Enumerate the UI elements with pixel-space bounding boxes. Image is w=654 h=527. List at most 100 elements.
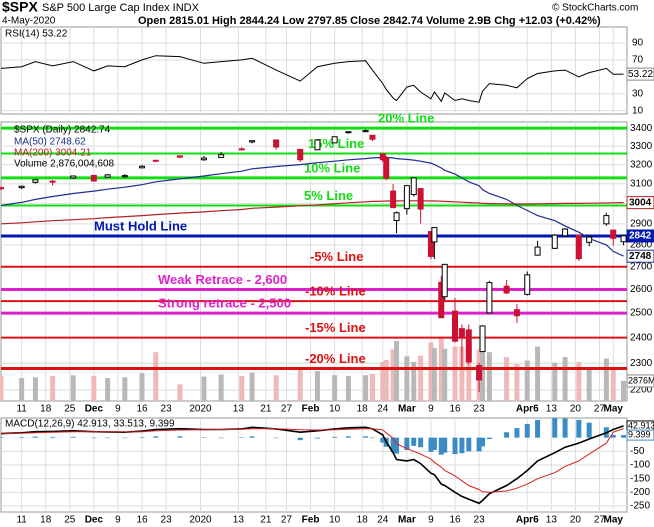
volume-legend: Volume 2,876,004,608 (14, 159, 115, 170)
source: © StockCharts.com (552, 3, 638, 14)
volume-bar (218, 374, 224, 401)
rsi-tick-label: 30 (632, 88, 644, 99)
volume-bar (552, 362, 558, 401)
volume-bar (524, 360, 530, 401)
volume-bar (610, 366, 616, 401)
x-tick-label: 18 (357, 515, 369, 526)
candle-body (200, 157, 207, 161)
level-label: 10% Line (304, 160, 360, 175)
candle-body (273, 139, 280, 148)
macd-histogram-bar (91, 437, 97, 439)
x-tick-label: 24 (377, 404, 389, 415)
x-tick-label: Apr6 (516, 515, 539, 526)
macd-histogram-bar (177, 436, 183, 438)
volume-tag-label: 2876M (628, 375, 654, 385)
x-tick-label: 23 (474, 404, 486, 415)
macd-histogram-bar (404, 437, 410, 450)
macd-histogram-bar (50, 436, 56, 438)
ma50-legend: MA(50) 2748.62 (14, 137, 86, 148)
macd-tag-label: 9.399 (628, 429, 651, 439)
macd-histogram-bar (459, 437, 465, 454)
candle-body (218, 154, 225, 159)
volume-bar (404, 356, 410, 401)
volume-bar (486, 352, 492, 401)
y-tick-label: 2300 (630, 358, 653, 369)
y-tick-label: 3200 (630, 159, 653, 170)
macd-histogram-bar (438, 437, 444, 455)
volume-bar (394, 341, 400, 401)
candle-body (383, 157, 390, 179)
candle-body (90, 174, 97, 182)
macd-histogram-bar (201, 437, 207, 438)
macd-histogram-bar (524, 424, 530, 438)
x-tick-label: 24 (377, 515, 389, 526)
macd-histogram-bar (369, 437, 375, 439)
x-tick-label: 9 (428, 404, 434, 415)
candle-body (534, 246, 541, 256)
volume-bar (32, 377, 38, 401)
x-tick-label: 16 (449, 515, 461, 526)
x-tick-label: 9 (115, 404, 121, 415)
volume-bar (363, 375, 369, 401)
price-tag (626, 249, 654, 263)
candle-body (452, 310, 459, 342)
volume-bar (332, 375, 338, 401)
candle-body (441, 263, 448, 298)
volume-bar (459, 346, 465, 401)
macd-histogram-bar (552, 417, 558, 438)
volume-bar (273, 375, 279, 401)
candle-body (603, 215, 610, 225)
volume-bar (70, 375, 76, 401)
x-tick-label: 16 (136, 515, 148, 526)
x-tick-label: Dec (85, 404, 104, 415)
y-tick-label: 2600 (630, 284, 653, 295)
macd-histogram-bar (218, 437, 224, 439)
macd-histogram-bar (576, 419, 582, 438)
volume-bar (576, 361, 582, 401)
plot-layer: 111118182525DecDec9916162323202020201313… (0, 27, 654, 526)
volume-bar (562, 357, 568, 401)
macd-legend: MACD(12,26,9) 42.913, 33.513, 9.399 (5, 419, 175, 430)
y-tick-label: 2900 (630, 218, 653, 229)
volume-bar (428, 342, 434, 401)
macd-macd-line (0, 425, 624, 505)
index-name: S&P 500 Large Cap Index INDX (42, 2, 200, 14)
candle-body (551, 234, 558, 249)
candle-body (513, 309, 520, 317)
y-tick-label: 3300 (630, 141, 653, 152)
candle-body (0, 187, 4, 190)
macd-histogram-bar (70, 436, 76, 438)
volume-bar (297, 369, 303, 401)
macd-tag-label: 42.913 (628, 420, 654, 430)
date: 4-May-2020 (2, 16, 56, 27)
candle-body (479, 325, 486, 353)
quote: Open 2815.01 High 2844.24 Low 2797.85 Cl… (138, 15, 601, 27)
candle-body (238, 148, 245, 151)
volume-bar (504, 357, 510, 401)
level-label: -20% Line (305, 351, 366, 366)
volume-tag (626, 374, 654, 388)
candle-body (104, 174, 111, 178)
candle-body (562, 228, 569, 237)
volume-bar (249, 372, 255, 401)
x-tick-label: 9 (115, 515, 121, 526)
x-tick-label: Dec (85, 515, 104, 526)
volume-bar (418, 355, 424, 401)
volume-bar (105, 377, 111, 401)
x-tick-label: 2020 (189, 515, 212, 526)
candle-body (438, 281, 445, 319)
x-tick-label: May (604, 515, 624, 526)
ma200-legend: MA(200) 3004.21 (14, 148, 92, 159)
macd-tick-label: -150 (630, 473, 650, 484)
x-tick-label: 23 (474, 515, 486, 526)
macd-histogram-bar (153, 436, 159, 438)
x-tick-label: May (604, 404, 624, 415)
volume-bar (431, 347, 437, 401)
macd-histogram-bar (514, 428, 520, 438)
macd-tick-label: -100 (630, 460, 650, 471)
price-tag (626, 196, 654, 210)
x-tick-label: Mar (398, 404, 416, 415)
level-label: Weak Retrace - 2,600 (158, 272, 287, 287)
